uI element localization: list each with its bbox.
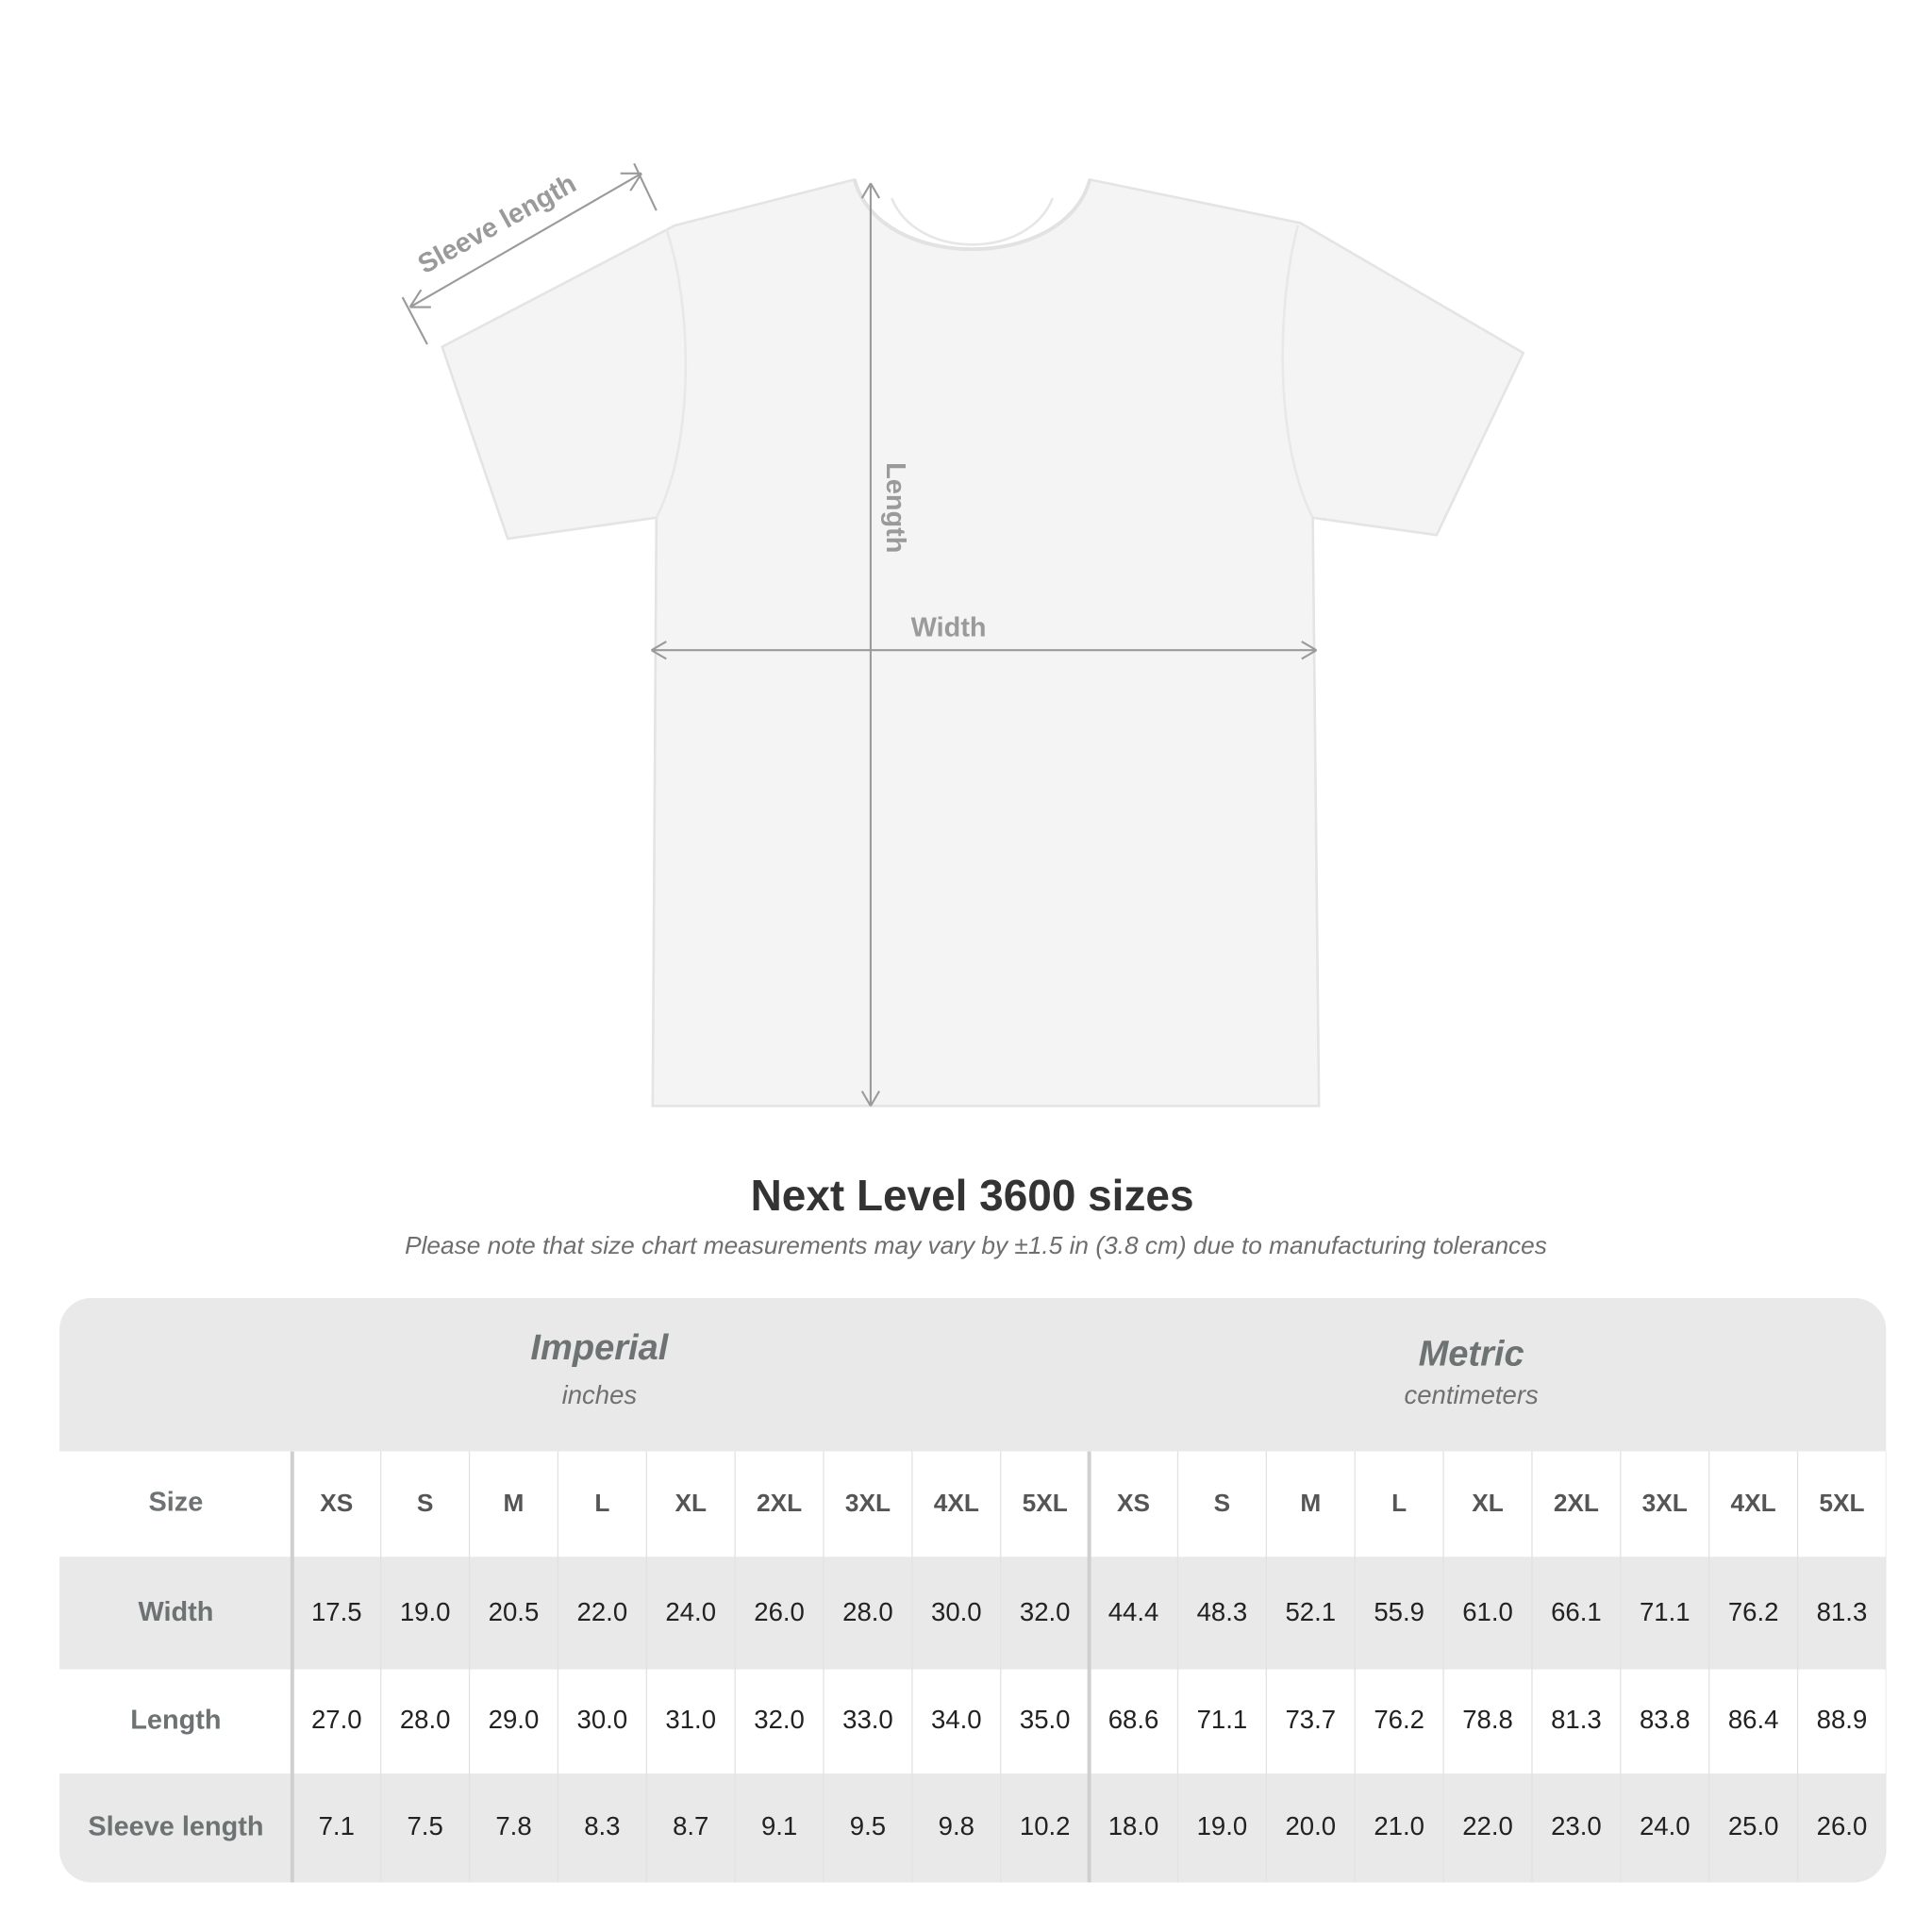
cell-value: 76.2 xyxy=(1728,1597,1779,1626)
cell-value: 8.3 xyxy=(584,1811,620,1840)
cell-value: 66.1 xyxy=(1551,1597,1602,1626)
cell-value: 73.7 xyxy=(1285,1705,1336,1734)
cell-value: 44.4 xyxy=(1108,1597,1159,1626)
title: Next Level 3600 sizes xyxy=(751,1171,1194,1220)
dimension-arrows xyxy=(401,162,1318,1107)
row-band xyxy=(59,1773,1887,1883)
cell-value: 10.2 xyxy=(1020,1811,1071,1840)
cell-value: 32.0 xyxy=(754,1705,805,1734)
group-unit: centimeters xyxy=(1404,1380,1539,1409)
t-shirt xyxy=(441,177,1525,1108)
cell-value: 35.0 xyxy=(1020,1705,1071,1734)
row-label: Sleeve length xyxy=(88,1811,263,1841)
size-label: S xyxy=(1214,1489,1231,1517)
cell-value: 9.5 xyxy=(850,1811,886,1840)
size-label: M xyxy=(1300,1489,1321,1517)
cell-value: 78.8 xyxy=(1462,1705,1513,1734)
row-band xyxy=(59,1451,1887,1557)
size-label: XL xyxy=(1472,1489,1504,1517)
cell-value: 61.0 xyxy=(1462,1597,1513,1626)
cell-value: 21.0 xyxy=(1374,1811,1424,1840)
cell-value: 27.0 xyxy=(311,1705,362,1734)
cell-value: 83.8 xyxy=(1640,1705,1690,1734)
cell-value: 71.1 xyxy=(1640,1597,1690,1626)
cell-value: 26.0 xyxy=(1817,1811,1868,1840)
row-label: Length xyxy=(130,1705,221,1735)
cell-value: 31.0 xyxy=(665,1705,716,1734)
size-label: L xyxy=(1391,1489,1407,1517)
cell-value: 19.0 xyxy=(1197,1811,1248,1840)
size-header: Size xyxy=(149,1487,204,1517)
cell-value: 48.3 xyxy=(1197,1597,1248,1626)
size-label: 4XL xyxy=(1731,1489,1776,1517)
size-label: 4XL xyxy=(934,1489,979,1517)
cell-value: 52.1 xyxy=(1285,1597,1336,1626)
row-band xyxy=(59,1557,1887,1670)
cell-value: 22.0 xyxy=(577,1597,628,1626)
cell-value: 32.0 xyxy=(1020,1597,1071,1626)
row-label: Width xyxy=(138,1597,213,1627)
cell-value: 34.0 xyxy=(931,1705,982,1734)
size-label: XS xyxy=(320,1489,353,1517)
cell-value: 19.0 xyxy=(400,1597,451,1626)
size-label: 5XL xyxy=(1023,1489,1068,1517)
cell-value: 17.5 xyxy=(311,1597,362,1626)
cell-value: 24.0 xyxy=(1640,1811,1690,1840)
cell-value: 55.9 xyxy=(1374,1597,1424,1626)
size-label: L xyxy=(594,1489,609,1517)
group-name: Metric xyxy=(1419,1335,1524,1374)
size-label: 3XL xyxy=(845,1489,891,1517)
size-label: XS xyxy=(1117,1489,1150,1517)
cell-value: 22.0 xyxy=(1462,1811,1513,1840)
cell-value: 33.0 xyxy=(842,1705,893,1734)
size-label: M xyxy=(504,1489,525,1517)
cell-value: 9.1 xyxy=(761,1811,797,1840)
cell-value: 8.7 xyxy=(673,1811,708,1840)
cell-value: 71.1 xyxy=(1197,1705,1248,1734)
cell-value: 7.8 xyxy=(495,1811,531,1840)
size-table: Imperial inches Metric centimeters Size XS S M L… xyxy=(59,1297,1887,1883)
length-label: Length xyxy=(880,462,910,553)
cell-value: 81.3 xyxy=(1817,1597,1868,1626)
group-unit: inches xyxy=(562,1380,638,1409)
size-label: 5XL xyxy=(1819,1489,1864,1517)
cell-value: 76.2 xyxy=(1374,1705,1424,1734)
cell-value: 24.0 xyxy=(665,1597,716,1626)
note: Please note that size chart measurements… xyxy=(405,1231,1547,1259)
size-label: 3XL xyxy=(1642,1489,1688,1517)
size-label: S xyxy=(417,1489,434,1517)
row-band xyxy=(59,1669,1887,1774)
cell-value: 81.3 xyxy=(1551,1705,1602,1734)
size-label: 2XL xyxy=(1554,1489,1599,1517)
cell-value: 30.0 xyxy=(931,1597,982,1626)
size-label: XL xyxy=(675,1489,707,1517)
cell-value: 88.9 xyxy=(1817,1705,1868,1734)
cell-value: 28.0 xyxy=(400,1705,451,1734)
row-band xyxy=(59,1297,1887,1452)
cell-value: 18.0 xyxy=(1108,1811,1159,1840)
cell-value: 30.0 xyxy=(577,1705,628,1734)
cell-value: 9.8 xyxy=(939,1811,974,1840)
width-label: Width xyxy=(911,613,987,643)
cell-value: 20.0 xyxy=(1285,1811,1336,1840)
cell-value: 20.5 xyxy=(489,1597,540,1626)
cell-value: 7.1 xyxy=(319,1811,355,1840)
cell-value: 68.6 xyxy=(1108,1705,1159,1734)
size-label: 2XL xyxy=(757,1489,802,1517)
cell-value: 29.0 xyxy=(489,1705,540,1734)
cell-value: 86.4 xyxy=(1728,1705,1779,1734)
group-name: Imperial xyxy=(530,1328,669,1368)
cell-value: 23.0 xyxy=(1551,1811,1602,1840)
sleeve-label: Sleeve length xyxy=(413,169,581,280)
cell-value: 25.0 xyxy=(1728,1811,1779,1840)
cell-value: 7.5 xyxy=(407,1811,442,1840)
cell-value: 26.0 xyxy=(754,1597,805,1626)
cell-value: 28.0 xyxy=(842,1597,893,1626)
